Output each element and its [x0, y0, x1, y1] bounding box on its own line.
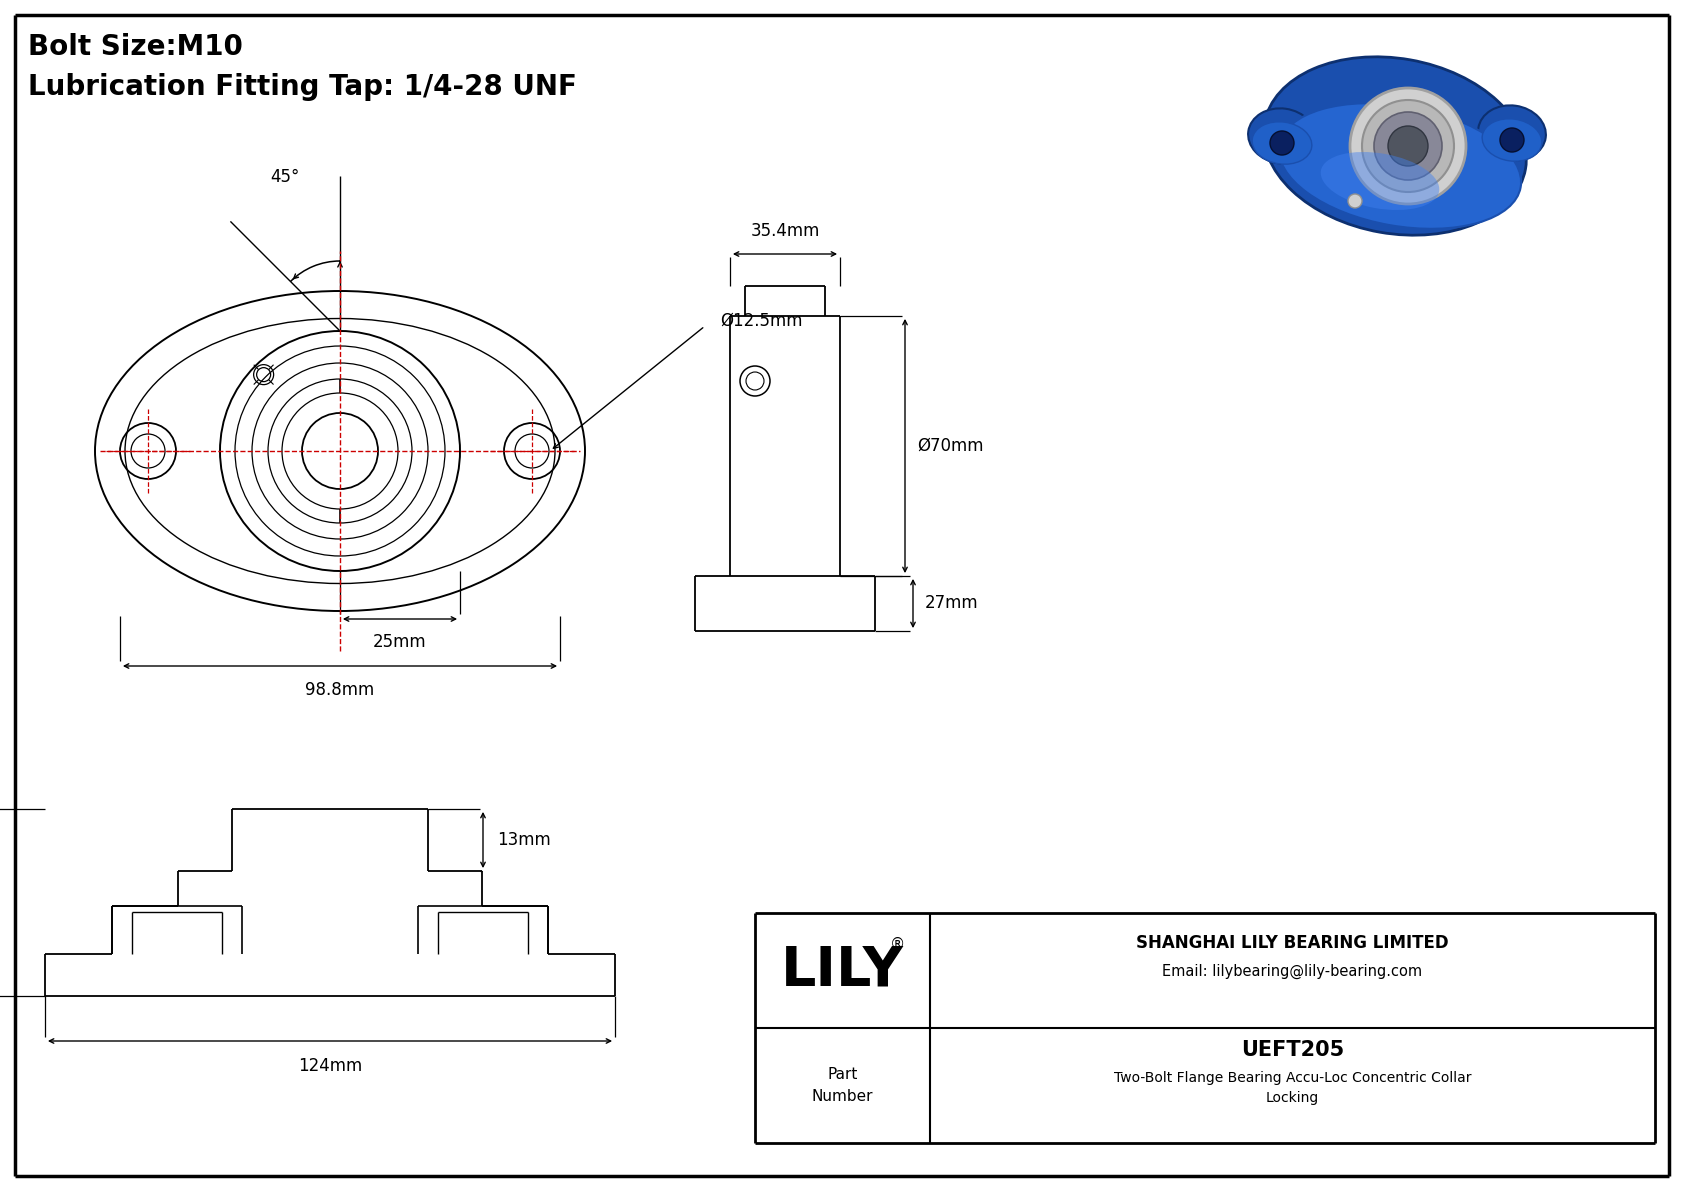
Text: 35.4mm: 35.4mm — [751, 222, 820, 241]
Circle shape — [1351, 88, 1467, 204]
Text: 13mm: 13mm — [497, 831, 551, 849]
Circle shape — [1388, 126, 1428, 166]
Text: Part
Number: Part Number — [812, 1067, 874, 1104]
Text: Two-Bolt Flange Bearing Accu-Loc Concentric Collar: Two-Bolt Flange Bearing Accu-Loc Concent… — [1113, 1071, 1472, 1085]
Ellipse shape — [1263, 57, 1526, 235]
Text: LILY: LILY — [781, 943, 904, 998]
Text: Email: lilybearing@lily-bearing.com: Email: lilybearing@lily-bearing.com — [1162, 964, 1423, 979]
Text: Ø12.5mm: Ø12.5mm — [721, 312, 803, 330]
Text: Locking: Locking — [1266, 1091, 1319, 1105]
Circle shape — [1374, 112, 1442, 180]
Text: 45°: 45° — [271, 168, 300, 186]
Ellipse shape — [1482, 119, 1543, 161]
Text: SHANGHAI LILY BEARING LIMITED: SHANGHAI LILY BEARING LIMITED — [1137, 934, 1448, 952]
Text: Lubrication Fitting Tap: 1/4-28 UNF: Lubrication Fitting Tap: 1/4-28 UNF — [29, 73, 578, 101]
Ellipse shape — [1278, 104, 1521, 229]
Circle shape — [1362, 100, 1453, 192]
Ellipse shape — [1479, 105, 1546, 161]
Text: UEFT205: UEFT205 — [1241, 1040, 1344, 1060]
Text: ®: ® — [889, 937, 904, 952]
Circle shape — [1270, 131, 1293, 155]
Circle shape — [1347, 194, 1362, 208]
Circle shape — [1500, 127, 1524, 152]
Ellipse shape — [1248, 108, 1315, 163]
Text: 25mm: 25mm — [374, 632, 426, 651]
Ellipse shape — [1253, 121, 1312, 164]
Ellipse shape — [1320, 152, 1440, 210]
Text: Ø70mm: Ø70mm — [918, 437, 983, 455]
Text: 98.8mm: 98.8mm — [305, 681, 374, 699]
Text: 27mm: 27mm — [925, 594, 978, 612]
Text: 124mm: 124mm — [298, 1056, 362, 1075]
Text: Bolt Size:M10: Bolt Size:M10 — [29, 33, 242, 61]
